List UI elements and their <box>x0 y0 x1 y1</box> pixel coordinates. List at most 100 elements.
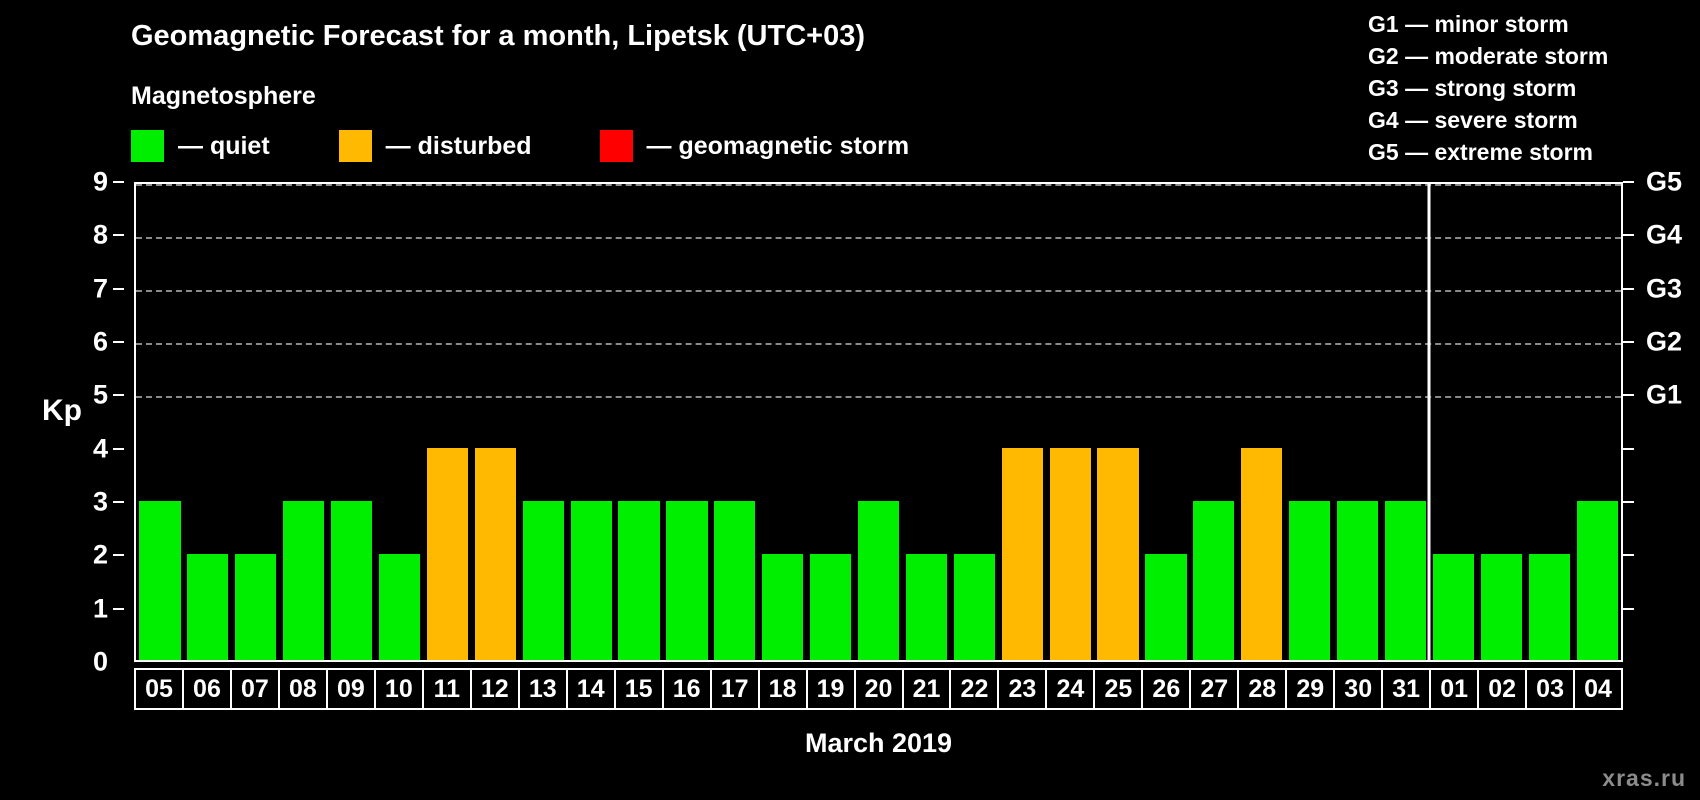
date-cell[interactable]: 23 <box>999 670 1048 708</box>
date-cell[interactable]: 31 <box>1383 670 1432 708</box>
date-cell[interactable]: 07 <box>232 670 280 708</box>
bar[interactable] <box>187 554 229 660</box>
bar[interactable] <box>570 501 612 660</box>
bar[interactable] <box>1432 554 1475 660</box>
bar[interactable] <box>666 501 708 660</box>
legend-label-storm: — geomagnetic storm <box>646 131 910 160</box>
date-cell[interactable]: 25 <box>1095 670 1144 708</box>
bar[interactable] <box>1528 554 1570 660</box>
bar[interactable] <box>1480 554 1522 660</box>
date-cell[interactable]: 11 <box>424 670 472 708</box>
legend-label-disturbed: — disturbed <box>385 131 532 160</box>
date-cell[interactable]: 13 <box>520 670 568 708</box>
date-cell[interactable]: 04 <box>1584 674 1612 703</box>
bar-cell[interactable] <box>184 184 232 660</box>
bar[interactable] <box>810 554 852 660</box>
date-cell[interactable]: 08 <box>280 670 328 708</box>
bar-cell[interactable] <box>1142 184 1190 660</box>
bar[interactable] <box>857 501 900 660</box>
date-cell[interactable]: 24 <box>1047 670 1096 708</box>
bar[interactable] <box>953 554 995 660</box>
bar[interactable] <box>139 501 181 660</box>
bar-cell[interactable] <box>280 184 328 660</box>
month-divider-line <box>1427 184 1431 660</box>
bar-cell[interactable] <box>855 184 903 660</box>
bar-cell[interactable] <box>1046 184 1094 660</box>
date-cell[interactable]: 26 <box>1143 670 1192 708</box>
date-cell[interactable]: 17 <box>712 670 760 708</box>
bar-cell[interactable] <box>663 184 711 660</box>
bar[interactable] <box>1049 448 1091 660</box>
date-cell[interactable]: 05 <box>136 670 184 708</box>
bar[interactable] <box>714 501 756 660</box>
bar[interactable] <box>1337 501 1379 660</box>
date-cell[interactable]: 03 <box>1527 670 1576 708</box>
date-cell[interactable]: 27 <box>1191 670 1240 708</box>
bar-cell[interactable] <box>1334 184 1382 660</box>
date-cell[interactable]: 10 <box>376 670 424 708</box>
bar-cell[interactable] <box>1382 184 1430 660</box>
bar[interactable] <box>235 554 277 660</box>
bar[interactable] <box>1097 448 1139 660</box>
bar[interactable] <box>1001 448 1043 660</box>
bar[interactable] <box>378 554 421 660</box>
bar-cell[interactable] <box>519 184 567 660</box>
g-axis-tick-mark <box>1623 554 1634 557</box>
bar-cell[interactable] <box>1525 184 1573 660</box>
bar-cell[interactable] <box>1094 184 1142 660</box>
date-cell[interactable]: 01 <box>1431 670 1480 708</box>
bar-cell[interactable] <box>1286 184 1334 660</box>
bar-cell[interactable] <box>998 184 1046 660</box>
y-tick-mark <box>113 554 124 557</box>
gridline <box>136 342 1621 345</box>
date-cell[interactable]: 30 <box>1335 670 1384 708</box>
date-cell[interactable]: 28 <box>1239 670 1288 708</box>
bar-cell[interactable] <box>759 184 807 660</box>
bar-cell[interactable] <box>567 184 615 660</box>
date-cell[interactable]: 22 <box>951 670 1000 708</box>
bar[interactable] <box>474 448 516 660</box>
bar-cell[interactable] <box>1477 184 1525 660</box>
date-cell[interactable]: 19 <box>808 670 856 708</box>
date-cell[interactable]: 20 <box>856 670 904 708</box>
bar[interactable] <box>1193 501 1235 660</box>
bar-cell[interactable] <box>376 184 424 660</box>
bar-cell[interactable] <box>615 184 663 660</box>
bar-cell[interactable] <box>423 184 471 660</box>
date-cell[interactable]: 16 <box>664 670 712 708</box>
bar-cell[interactable] <box>711 184 759 660</box>
bar[interactable] <box>618 501 660 660</box>
y-tick-mark <box>113 181 124 183</box>
bar-cell[interactable] <box>1573 184 1621 660</box>
bar-cell[interactable] <box>950 184 998 660</box>
bar[interactable] <box>1145 554 1187 660</box>
bar[interactable] <box>1576 501 1618 660</box>
date-cell[interactable]: 06 <box>184 670 232 708</box>
bar-cell[interactable] <box>1429 184 1477 660</box>
bar[interactable] <box>905 554 948 660</box>
bar-cell[interactable] <box>807 184 855 660</box>
date-cell[interactable]: 14 <box>568 670 616 708</box>
date-cell[interactable]: 09 <box>328 670 376 708</box>
date-cell[interactable]: 29 <box>1287 670 1336 708</box>
bar-cell[interactable] <box>1238 184 1286 660</box>
bar-cell[interactable] <box>136 184 184 660</box>
date-cell[interactable]: 02 <box>1479 670 1528 708</box>
date-cell[interactable]: 15 <box>616 670 664 708</box>
bar[interactable] <box>283 501 325 660</box>
bar-cell[interactable] <box>1190 184 1238 660</box>
bar[interactable] <box>1289 501 1331 660</box>
bar-cell[interactable] <box>232 184 280 660</box>
bar-cell[interactable] <box>328 184 376 660</box>
bar[interactable] <box>1241 448 1283 660</box>
bar-cell[interactable] <box>471 184 519 660</box>
bar[interactable] <box>762 554 804 660</box>
date-cell[interactable]: 12 <box>472 670 520 708</box>
bar[interactable] <box>426 448 468 660</box>
bar[interactable] <box>330 501 373 660</box>
bar[interactable] <box>522 501 564 660</box>
bar-cell[interactable] <box>903 184 951 660</box>
date-cell[interactable]: 21 <box>904 670 952 708</box>
bar[interactable] <box>1384 501 1427 660</box>
date-cell[interactable]: 18 <box>760 670 808 708</box>
